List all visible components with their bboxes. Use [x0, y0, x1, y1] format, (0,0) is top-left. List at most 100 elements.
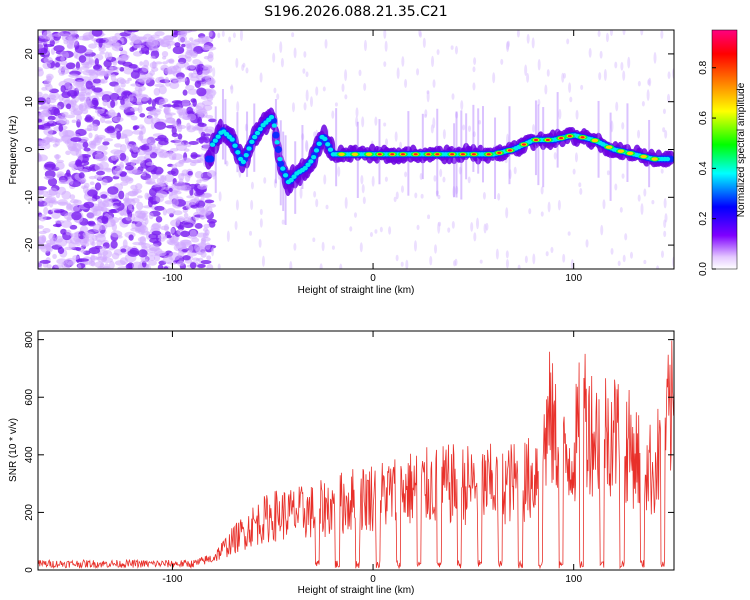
noise-speck — [544, 84, 548, 95]
noise-speck — [660, 250, 664, 258]
noise-speck — [259, 218, 263, 228]
noise-blob — [65, 103, 72, 110]
ridge-streak — [481, 106, 484, 183]
noise-blob — [141, 173, 146, 177]
noise-blob — [109, 92, 120, 102]
noise-blob — [120, 98, 126, 106]
noise-blob — [86, 92, 91, 100]
ridge-core — [664, 156, 671, 162]
spectrogram-ytick-label: -20 — [24, 237, 35, 252]
noise-blob — [83, 182, 90, 189]
ridge-hot-core — [507, 149, 512, 152]
ridge-hot-core — [545, 138, 550, 142]
noise-blob — [157, 264, 164, 269]
noise-blob — [66, 169, 71, 177]
noise-blob — [71, 119, 77, 124]
noise-speck — [305, 71, 309, 78]
noise-speck — [600, 224, 604, 236]
noise-blob — [78, 104, 84, 111]
noise-speck — [450, 45, 454, 50]
ridge-streak — [214, 106, 217, 193]
noise-speck — [399, 141, 403, 150]
noise-blob — [83, 147, 91, 152]
noise-speck — [476, 217, 480, 230]
ridge-hot-core — [426, 153, 431, 156]
noise-blob — [96, 218, 103, 226]
noise-blob — [151, 44, 158, 51]
noise-blob — [100, 194, 108, 199]
noise-speck — [239, 30, 243, 42]
noise-speck — [217, 32, 221, 39]
noise-speck — [258, 238, 262, 248]
noise-blob — [105, 111, 111, 115]
noise-speck — [304, 139, 308, 152]
noise-blob — [124, 165, 134, 171]
noise-blob — [133, 125, 140, 130]
noise-speck — [442, 129, 446, 140]
noise-blob — [90, 254, 96, 263]
noise-blob — [176, 76, 183, 81]
colorbar-gradient — [711, 29, 738, 270]
noise-blob — [112, 60, 118, 66]
noise-blob — [71, 211, 82, 221]
noise-blob — [144, 192, 150, 200]
noise-blob — [139, 210, 149, 215]
noise-blob — [72, 255, 80, 261]
noise-speck — [422, 37, 426, 48]
noise-speck — [532, 253, 536, 265]
noise-blob — [176, 124, 187, 130]
noise-speck — [537, 98, 541, 106]
noise-blob — [54, 219, 65, 224]
noise-speck — [451, 221, 455, 229]
noise-speck — [291, 102, 295, 113]
noise-speck — [400, 185, 404, 193]
noise-speck — [640, 30, 644, 36]
noise-blob — [38, 112, 48, 117]
noise-speck — [578, 182, 582, 188]
noise-speck — [344, 94, 348, 100]
noise-speck — [217, 263, 221, 269]
noise-speck — [557, 199, 561, 211]
noise-blob — [38, 230, 47, 235]
noise-speck — [597, 30, 601, 38]
noise-speck — [598, 72, 602, 81]
noise-blob — [151, 222, 162, 229]
noise-blob — [158, 238, 165, 242]
noise-blob — [164, 200, 174, 205]
noise-speck — [540, 211, 544, 217]
chart-title: S196.2026.088.21.35.C21 — [264, 4, 447, 20]
noise-blob — [192, 59, 201, 65]
ridge-core — [280, 166, 286, 171]
noise-blob — [190, 51, 198, 59]
noise-blob — [104, 126, 116, 134]
ridge-streak — [335, 108, 338, 187]
noise-blob — [91, 30, 103, 37]
noise-blob — [158, 85, 167, 95]
noise-blob — [110, 240, 118, 249]
noise-speck — [451, 93, 455, 100]
noise-blob — [164, 174, 175, 183]
noise-speck — [660, 30, 664, 39]
noise-blob — [38, 214, 47, 222]
noise-blob — [148, 243, 160, 251]
noise-speck — [567, 231, 571, 236]
noise-blob — [130, 107, 140, 112]
noise-blob — [94, 261, 105, 268]
noise-speck — [574, 152, 578, 163]
noise-blob — [148, 255, 156, 262]
noise-speck — [663, 198, 667, 209]
noise-blob — [66, 40, 74, 49]
noise-blob — [119, 67, 125, 72]
noise-blob — [100, 70, 112, 74]
noise-blob — [96, 170, 106, 176]
noise-blob — [60, 85, 66, 93]
noise-speck — [236, 101, 240, 113]
noise-blob — [91, 97, 99, 106]
noise-speck — [319, 263, 323, 269]
noise-speck — [355, 116, 359, 127]
noise-blob — [189, 262, 197, 269]
noise-blob — [98, 39, 103, 48]
noise-speck — [293, 243, 297, 251]
noise-speck — [605, 32, 609, 43]
noise-blob — [153, 113, 159, 118]
